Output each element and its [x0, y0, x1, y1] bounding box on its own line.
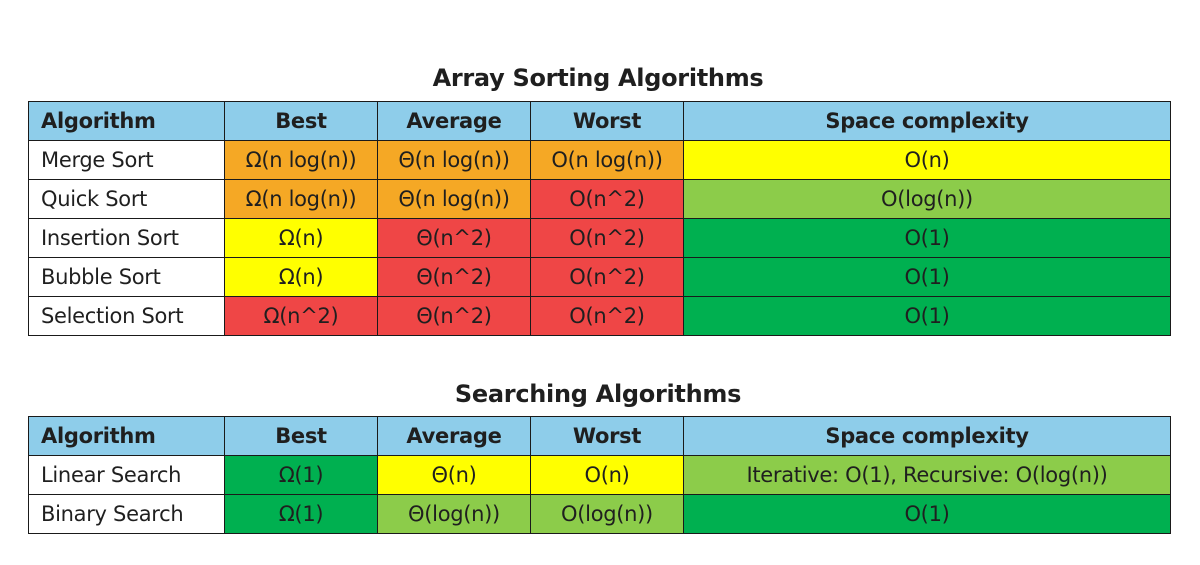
sorting-algorithms-table: Algorithm Best Average Worst Space compl… — [28, 101, 1171, 336]
table-row: Insertion Sort Ω(n) Θ(n^2) O(n^2) O(1) — [28, 218, 1171, 258]
header-average: Average — [377, 101, 531, 141]
worst-case-cell: O(n^2) — [530, 179, 684, 219]
worst-case-cell: O(n log(n)) — [530, 140, 684, 180]
worst-case-cell: O(n) — [530, 455, 684, 495]
algorithm-name: Selection Sort — [28, 296, 225, 336]
best-case-cell: Ω(n log(n)) — [224, 140, 378, 180]
space-complexity-cell: O(1) — [683, 296, 1171, 336]
average-case-cell: Θ(n log(n)) — [377, 140, 531, 180]
header-space-complexity: Space complexity — [683, 416, 1171, 456]
best-case-cell: Ω(1) — [224, 455, 378, 495]
header-algorithm: Algorithm — [28, 416, 225, 456]
table-row: Binary Search Ω(1) Θ(log(n)) O(log(n)) O… — [28, 494, 1171, 534]
space-complexity-cell: O(n) — [683, 140, 1171, 180]
searching-algorithms-table: Algorithm Best Average Worst Space compl… — [28, 416, 1171, 534]
header-best: Best — [224, 101, 378, 141]
algorithm-name: Linear Search — [28, 455, 225, 495]
algorithm-name: Bubble Sort — [28, 257, 225, 297]
algorithm-name: Quick Sort — [28, 179, 225, 219]
average-case-cell: Θ(n log(n)) — [377, 179, 531, 219]
table-header-row: Algorithm Best Average Worst Space compl… — [28, 101, 1171, 141]
space-complexity-cell: O(1) — [683, 257, 1171, 297]
algorithm-name: Merge Sort — [28, 140, 225, 180]
sorting-table-title: Array Sorting Algorithms — [432, 64, 764, 92]
best-case-cell: Ω(n) — [224, 257, 378, 297]
table-header-row: Algorithm Best Average Worst Space compl… — [28, 416, 1171, 456]
space-complexity-cell: O(log(n)) — [683, 179, 1171, 219]
table-row: Merge Sort Ω(n log(n)) Θ(n log(n)) O(n l… — [28, 140, 1171, 180]
table-row: Bubble Sort Ω(n) Θ(n^2) O(n^2) O(1) — [28, 257, 1171, 297]
best-case-cell: Ω(1) — [224, 494, 378, 534]
average-case-cell: Θ(n) — [377, 455, 531, 495]
space-complexity-cell: Iterative: O(1), Recursive: O(log(n)) — [683, 455, 1171, 495]
header-space-complexity: Space complexity — [683, 101, 1171, 141]
header-average: Average — [377, 416, 531, 456]
table-row: Selection Sort Ω(n^2) Θ(n^2) O(n^2) O(1) — [28, 296, 1171, 336]
space-complexity-cell: O(1) — [683, 218, 1171, 258]
worst-case-cell: O(n^2) — [530, 257, 684, 297]
average-case-cell: Θ(log(n)) — [377, 494, 531, 534]
searching-table-title: Searching Algorithms — [454, 380, 742, 408]
average-case-cell: Θ(n^2) — [377, 296, 531, 336]
average-case-cell: Θ(n^2) — [377, 218, 531, 258]
worst-case-cell: O(log(n)) — [530, 494, 684, 534]
algorithm-name: Insertion Sort — [28, 218, 225, 258]
header-worst: Worst — [530, 416, 684, 456]
algorithm-name: Binary Search — [28, 494, 225, 534]
header-algorithm: Algorithm — [28, 101, 225, 141]
best-case-cell: Ω(n) — [224, 218, 378, 258]
header-best: Best — [224, 416, 378, 456]
worst-case-cell: O(n^2) — [530, 218, 684, 258]
best-case-cell: Ω(n log(n)) — [224, 179, 378, 219]
best-case-cell: Ω(n^2) — [224, 296, 378, 336]
space-complexity-cell: O(1) — [683, 494, 1171, 534]
table-row: Linear Search Ω(1) Θ(n) O(n) Iterative: … — [28, 455, 1171, 495]
average-case-cell: Θ(n^2) — [377, 257, 531, 297]
table-row: Quick Sort Ω(n log(n)) Θ(n log(n)) O(n^2… — [28, 179, 1171, 219]
header-worst: Worst — [530, 101, 684, 141]
worst-case-cell: O(n^2) — [530, 296, 684, 336]
